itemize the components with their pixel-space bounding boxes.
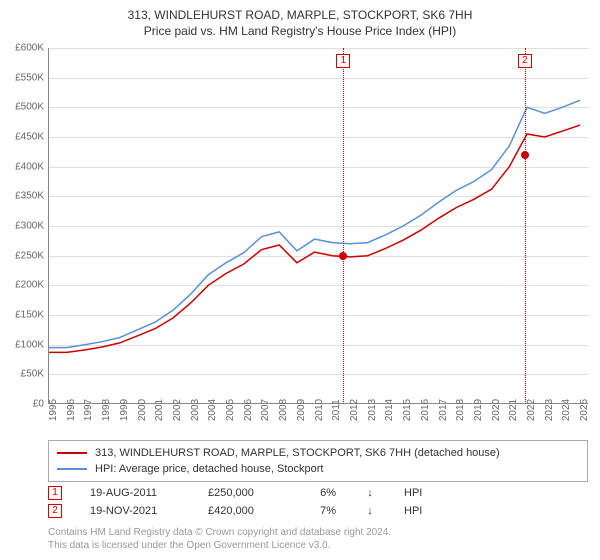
x-axis-label: 2008: [278, 399, 289, 421]
y-axis-label: £50K: [21, 369, 44, 380]
x-axis-label: 1996: [66, 399, 77, 421]
x-axis-label: 2005: [225, 399, 236, 421]
sale-price: £250,000: [208, 487, 278, 499]
series-line: [49, 100, 580, 347]
legend-item: HPI: Average price, detached house, Stoc…: [57, 461, 579, 477]
sale-date: 19-NOV-2021: [90, 505, 180, 517]
event-marker-label: 1: [336, 54, 350, 68]
legend-item: 313, WINDLEHURST ROAD, MARPLE, STOCKPORT…: [57, 445, 579, 461]
x-axis-label: 2003: [190, 399, 201, 421]
event-marker-line: [525, 48, 526, 404]
chart-plot-area: 12: [48, 48, 588, 404]
x-axis-label: 2000: [137, 399, 148, 421]
x-axis-label: 2019: [473, 399, 484, 421]
x-axis-label: 2010: [314, 399, 325, 421]
x-axis-label: 1997: [83, 399, 94, 421]
sale-price: £420,000: [208, 505, 278, 517]
sale-point-marker: [521, 151, 529, 159]
x-axis-label: 2002: [172, 399, 183, 421]
sale-comparison-label: HPI: [404, 487, 434, 499]
x-axis-label: 2011: [331, 399, 342, 421]
x-axis-label: 2017: [438, 399, 449, 421]
line-chart-svg: [49, 48, 589, 404]
y-axis-label: £150K: [15, 310, 44, 321]
attribution-line1: Contains HM Land Registry data © Crown c…: [48, 526, 391, 539]
down-arrow-icon: ↓: [364, 505, 376, 517]
sale-point-marker: [339, 252, 347, 260]
y-axis-label: £550K: [15, 72, 44, 83]
x-axis-label: 2016: [420, 399, 431, 421]
x-axis-label: 2025: [579, 399, 590, 421]
sale-row: 2 19-NOV-2021 £420,000 7% ↓ HPI: [48, 502, 434, 520]
legend-swatch: [57, 452, 87, 454]
y-axis-label: £500K: [15, 102, 44, 113]
x-axis-label: 2001: [154, 399, 165, 421]
y-axis-label: £200K: [15, 280, 44, 291]
sale-marker-badge: 2: [48, 504, 62, 518]
x-axis-label: 1995: [48, 399, 59, 421]
x-axis-label: 2007: [260, 399, 271, 421]
x-axis-label: 2014: [384, 399, 395, 421]
x-axis-label: 2006: [243, 399, 254, 421]
x-axis-label: 1998: [101, 399, 112, 421]
y-axis-label: £0: [33, 399, 44, 410]
x-axis-label: 2013: [367, 399, 378, 421]
sale-row: 1 19-AUG-2011 £250,000 6% ↓ HPI: [48, 484, 434, 502]
y-axis-label: £450K: [15, 132, 44, 143]
sale-date: 19-AUG-2011: [90, 487, 180, 499]
x-axis-label: 2012: [349, 399, 360, 421]
x-axis-label: 1999: [119, 399, 130, 421]
event-marker-label: 2: [518, 54, 532, 68]
x-axis-label: 2018: [455, 399, 466, 421]
y-axis-label: £300K: [15, 221, 44, 232]
x-axis-label: 2022: [526, 399, 537, 421]
attribution-line2: This data is licensed under the Open Gov…: [48, 539, 391, 552]
y-axis-label: £600K: [15, 43, 44, 54]
sales-table: 1 19-AUG-2011 £250,000 6% ↓ HPI 2 19-NOV-2021 £4…: [48, 484, 434, 520]
attribution-text: Contains HM Land Registry data © Crown c…: [48, 526, 391, 552]
x-axis-label: 2015: [402, 399, 413, 421]
sale-delta: 6%: [306, 487, 336, 499]
chart-subtitle: Price paid vs. HM Land Registry's House …: [0, 22, 600, 38]
down-arrow-icon: ↓: [364, 487, 376, 499]
sale-marker-badge: 1: [48, 486, 62, 500]
event-marker-line: [343, 48, 344, 404]
x-axis-label: 2024: [561, 399, 572, 421]
y-axis-label: £400K: [15, 161, 44, 172]
x-axis-label: 2004: [207, 399, 218, 421]
x-axis-label: 2021: [508, 399, 519, 421]
y-axis-label: £100K: [15, 339, 44, 350]
legend-label: HPI: Average price, detached house, Stoc…: [95, 463, 324, 475]
y-axis-label: £250K: [15, 250, 44, 261]
legend: 313, WINDLEHURST ROAD, MARPLE, STOCKPORT…: [48, 440, 588, 482]
x-axis-label: 2009: [296, 399, 307, 421]
sale-comparison-label: HPI: [404, 505, 434, 517]
x-axis-label: 2020: [491, 399, 502, 421]
sale-delta: 7%: [306, 505, 336, 517]
x-axis-label: 2023: [544, 399, 555, 421]
legend-swatch: [57, 468, 87, 470]
y-axis-label: £350K: [15, 191, 44, 202]
chart-title: 313, WINDLEHURST ROAD, MARPLE, STOCKPORT…: [0, 0, 600, 22]
legend-label: 313, WINDLEHURST ROAD, MARPLE, STOCKPORT…: [95, 447, 500, 459]
